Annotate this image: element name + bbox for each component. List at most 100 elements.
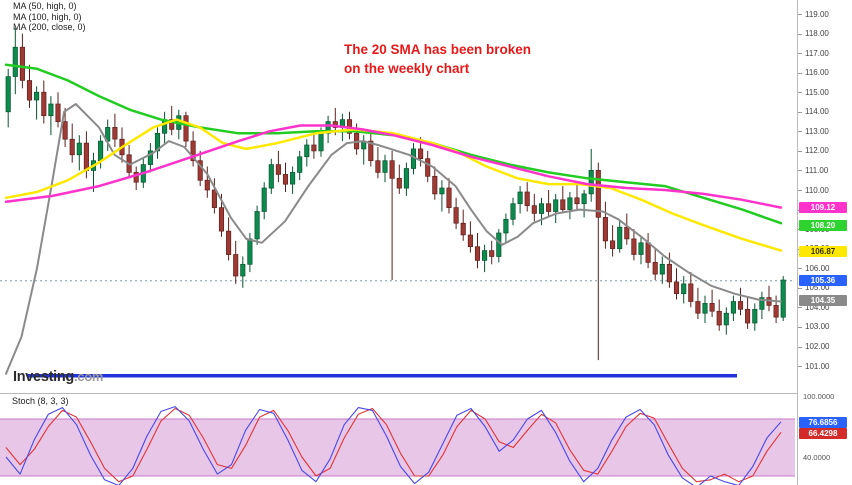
candle — [112, 127, 118, 140]
investing-logo: Investing.com — [13, 369, 103, 385]
price-axis[interactable]: 100.0000 40.0000 119.00 118.00 117.00 116.0… — [797, 0, 852, 485]
candle — [48, 103, 54, 117]
candle — [503, 218, 509, 234]
logo-suffix: .com — [73, 369, 104, 384]
logo-text: Investing — [13, 369, 74, 385]
candle — [631, 238, 637, 255]
candle — [34, 91, 40, 101]
ma-legend-row-100[interactable]: MA (100, high, 0) — [13, 11, 82, 22]
panel-divider[interactable] — [0, 393, 852, 394]
axis-label: 106.00 — [805, 263, 830, 273]
candle — [610, 240, 616, 249]
chart-annotation: The 20 SMA has been broken on the weekly… — [344, 40, 531, 78]
axis-tick — [798, 92, 802, 94]
candle — [41, 91, 47, 117]
candle — [218, 207, 225, 232]
candle — [275, 164, 281, 175]
candle — [375, 160, 381, 173]
axis-tick — [798, 72, 802, 74]
candle — [318, 132, 324, 152]
axis-tick — [798, 287, 802, 289]
ma-line-ma-20-gray — [5, 103, 782, 375]
candle — [666, 263, 672, 283]
candle — [745, 308, 751, 324]
candle — [418, 148, 424, 160]
candle — [76, 142, 82, 156]
candle — [183, 115, 189, 142]
candle — [12, 46, 18, 77]
candle — [439, 187, 445, 195]
candle — [197, 160, 203, 181]
candle — [602, 217, 608, 242]
candle — [688, 283, 694, 302]
candle — [524, 191, 530, 207]
candle — [546, 203, 552, 212]
axis-label: 119.00 — [805, 9, 829, 19]
candle — [652, 262, 658, 275]
candle — [460, 222, 466, 236]
candle — [702, 303, 708, 314]
candle — [311, 144, 317, 152]
price-chart-svg[interactable] — [0, 0, 797, 393]
candle — [453, 207, 459, 224]
candle — [254, 211, 260, 240]
candle — [233, 254, 239, 277]
stoch-svg[interactable] — [0, 393, 797, 485]
candle — [531, 205, 537, 214]
stoch-legend[interactable]: Stoch (8, 3, 3) — [12, 396, 69, 406]
stoch-axis-label-40: 40.0000 — [803, 453, 831, 462]
candle — [98, 140, 104, 162]
candle — [268, 164, 274, 189]
candle — [190, 140, 196, 162]
candle — [624, 226, 630, 240]
candle — [752, 308, 758, 324]
candle — [368, 140, 374, 162]
candle — [467, 234, 473, 248]
annotation-line-1: The 20 SMA has been broken — [344, 42, 532, 57]
candle — [154, 132, 161, 152]
price-badge: 109.12 — [799, 201, 847, 213]
price-badge: 104.35 — [799, 295, 847, 306]
candle — [510, 203, 516, 220]
candle — [773, 305, 779, 318]
axis-tick — [798, 326, 802, 328]
candle — [645, 242, 651, 263]
candle — [389, 160, 395, 179]
axis-label: 114.00 — [805, 107, 829, 117]
candle — [446, 187, 452, 208]
axis-tick — [798, 53, 802, 55]
candle — [55, 103, 61, 122]
candle — [290, 172, 296, 185]
candle — [489, 250, 495, 257]
candle — [659, 263, 665, 275]
candle — [247, 238, 253, 265]
ma-legend-row-50[interactable]: MA (50, high, 0) — [13, 1, 77, 11]
candle — [560, 199, 566, 210]
axis-tick — [798, 366, 802, 367]
candle — [62, 121, 68, 140]
ma-line-ma-200-close — [4, 124, 783, 209]
price-badge: 108.20 — [799, 219, 847, 231]
candle — [737, 301, 744, 310]
candle — [553, 199, 559, 212]
axis-label: 117.00 — [805, 48, 829, 58]
candle — [638, 242, 644, 255]
candle — [19, 46, 25, 81]
candle — [617, 226, 623, 250]
candle — [723, 312, 729, 326]
candle — [425, 158, 431, 177]
ma-legend-row-200[interactable]: MA (200, close, 0) — [13, 22, 86, 32]
candle — [482, 250, 488, 261]
annotation-line-2: on the weekly chart — [344, 61, 470, 76]
axis-tick — [798, 33, 802, 35]
price-badge: 106.87 — [799, 245, 847, 257]
axis-tick — [798, 170, 802, 172]
candle — [26, 80, 33, 101]
axis-label: 118.00 — [805, 29, 829, 39]
axis-label: 110.00 — [805, 185, 829, 195]
stoch-axis-label-100: 100.0000 — [803, 392, 835, 401]
axis-tick — [798, 14, 802, 15]
candle — [211, 189, 217, 208]
candle — [574, 197, 580, 205]
